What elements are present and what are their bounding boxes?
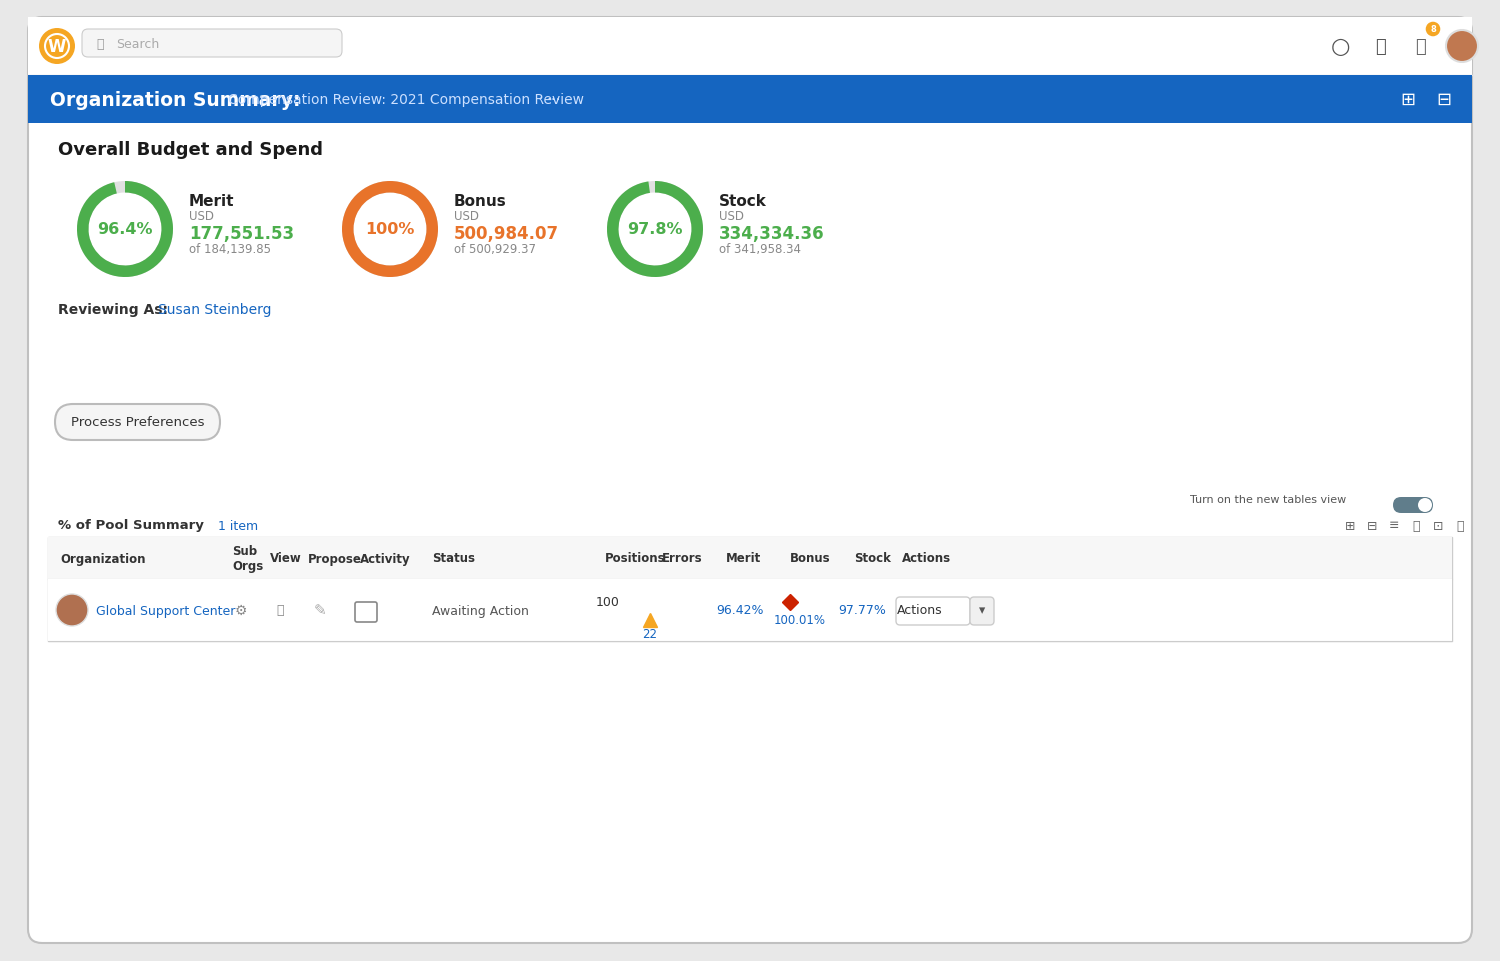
Text: View: View <box>270 552 302 565</box>
FancyBboxPatch shape <box>48 537 1452 641</box>
Text: Actions: Actions <box>897 604 944 617</box>
Circle shape <box>1425 22 1442 38</box>
Text: Positions: Positions <box>604 552 666 565</box>
Text: of 500,929.37: of 500,929.37 <box>454 243 536 257</box>
Text: Stock: Stock <box>718 194 766 209</box>
Wedge shape <box>342 182 438 278</box>
Text: Bonus: Bonus <box>790 552 831 565</box>
FancyBboxPatch shape <box>970 598 994 626</box>
Text: 1 item: 1 item <box>217 519 258 532</box>
Text: ⚙: ⚙ <box>234 604 248 617</box>
Text: 📊: 📊 <box>1413 519 1419 532</box>
Text: Errors: Errors <box>662 552 702 565</box>
Text: ▾: ▾ <box>980 604 986 617</box>
Text: 🔍: 🔍 <box>276 604 284 617</box>
Text: of 184,139.85: of 184,139.85 <box>189 243 272 257</box>
Wedge shape <box>76 182 172 278</box>
FancyBboxPatch shape <box>56 405 220 440</box>
Text: 22: 22 <box>642 628 657 641</box>
Text: Reviewing As:: Reviewing As: <box>58 303 168 317</box>
Text: Actions: Actions <box>902 552 951 565</box>
Text: of 341,958.34: of 341,958.34 <box>718 243 801 257</box>
Text: 100.01%: 100.01% <box>774 614 826 627</box>
Text: USD: USD <box>454 209 478 222</box>
FancyBboxPatch shape <box>28 18 1472 76</box>
Text: Merit: Merit <box>189 194 234 209</box>
Text: Organization Summary:: Organization Summary: <box>50 90 300 110</box>
Text: 8: 8 <box>1430 26 1436 35</box>
Text: % of Pool Summary: % of Pool Summary <box>58 519 204 532</box>
FancyBboxPatch shape <box>82 30 342 58</box>
Text: 500,984.07: 500,984.07 <box>454 225 560 243</box>
Text: Activity: Activity <box>360 552 411 565</box>
Text: ⬜: ⬜ <box>1414 38 1425 56</box>
Circle shape <box>1418 499 1432 512</box>
Text: USD: USD <box>189 209 214 222</box>
Text: Overall Budget and Spend: Overall Budget and Spend <box>58 141 322 159</box>
FancyBboxPatch shape <box>28 76 1472 124</box>
Wedge shape <box>608 182 703 278</box>
Text: ⊞: ⊞ <box>1344 519 1356 532</box>
Text: 96.4%: 96.4% <box>98 222 153 237</box>
Text: 96.42%: 96.42% <box>717 604 764 617</box>
Text: Global Support Center: Global Support Center <box>96 604 236 617</box>
Text: W: W <box>48 38 66 56</box>
Text: ⊡: ⊡ <box>1432 519 1443 532</box>
Text: ✎: ✎ <box>314 603 327 618</box>
Text: Bonus: Bonus <box>454 194 507 209</box>
FancyBboxPatch shape <box>48 579 1452 641</box>
Text: 334,334.36: 334,334.36 <box>718 225 825 243</box>
Text: Sub
Orgs: Sub Orgs <box>232 545 264 573</box>
Text: ⊞: ⊞ <box>1401 91 1416 109</box>
Wedge shape <box>76 182 172 278</box>
FancyBboxPatch shape <box>356 603 376 623</box>
Text: ⊟: ⊟ <box>1366 519 1377 532</box>
Text: Status: Status <box>432 552 476 565</box>
Text: Propose: Propose <box>308 552 362 565</box>
Text: 🔍: 🔍 <box>96 37 104 50</box>
Text: Stock: Stock <box>853 552 891 565</box>
Text: Awaiting Action: Awaiting Action <box>432 604 530 617</box>
Text: Organization: Organization <box>60 552 146 565</box>
Wedge shape <box>608 182 703 278</box>
Text: ⊟: ⊟ <box>1437 91 1452 109</box>
Text: ⤢: ⤢ <box>1456 519 1464 532</box>
FancyBboxPatch shape <box>28 18 1472 943</box>
Text: 100%: 100% <box>366 222 414 237</box>
Wedge shape <box>342 182 438 278</box>
Circle shape <box>56 595 88 627</box>
Text: Turn on the new tables view: Turn on the new tables view <box>1190 495 1347 505</box>
FancyBboxPatch shape <box>896 598 971 626</box>
Text: 97.8%: 97.8% <box>627 222 682 237</box>
Text: ≡: ≡ <box>1389 519 1400 532</box>
Text: Susan Steinberg: Susan Steinberg <box>158 303 272 317</box>
Text: Compensation Review: 2021 Compensation Review: Compensation Review: 2021 Compensation R… <box>228 93 584 107</box>
Text: 97.77%: 97.77% <box>839 604 886 617</box>
Text: 100: 100 <box>596 596 619 609</box>
Circle shape <box>39 29 75 65</box>
Text: 177,551.53: 177,551.53 <box>189 225 294 243</box>
Text: USD: USD <box>718 209 744 222</box>
Text: Process Preferences: Process Preferences <box>72 416 204 429</box>
Text: 🔔: 🔔 <box>1374 38 1386 56</box>
Text: ···: ··· <box>546 92 561 108</box>
Text: Search: Search <box>116 37 159 50</box>
FancyBboxPatch shape <box>48 537 1452 579</box>
FancyBboxPatch shape <box>1394 498 1432 513</box>
Text: ○: ○ <box>1330 37 1350 57</box>
Text: Merit: Merit <box>726 552 760 565</box>
Circle shape <box>1446 31 1478 62</box>
